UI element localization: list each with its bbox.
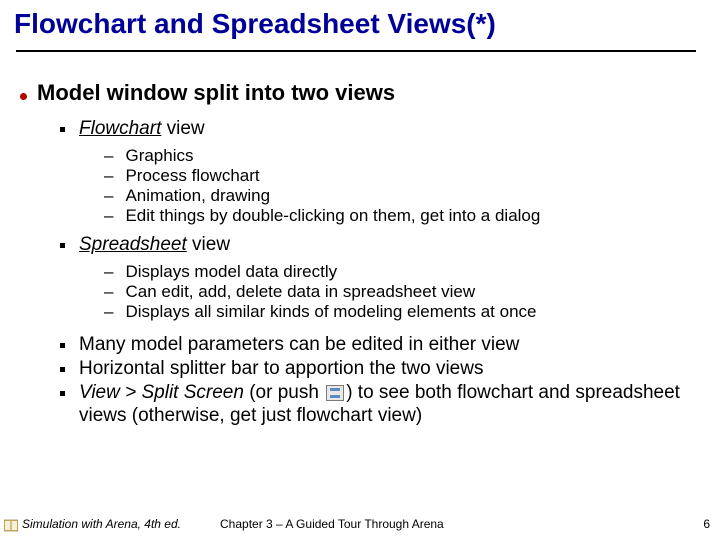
slide-title: Flowchart and Spreadsheet Views(*) [14,8,496,40]
section-label-italic: Flowchart [79,118,161,139]
title-underline [16,50,696,52]
flowchart-item: – Process flowchart [104,166,260,186]
section-label-rest: view [161,118,204,139]
square-bullet-icon [60,391,65,396]
square-bullet-icon [60,243,65,248]
spreadsheet-item: – Displays all similar kinds of modeling… [104,302,536,322]
tail-text: Many model parameters can be edited in e… [79,334,519,356]
book-icon [4,518,18,532]
tail-bullet: Many model parameters can be edited in e… [60,334,519,356]
footer-center: Chapter 3 – A Guided Tour Through Arena [220,517,444,531]
flowchart-item: – Edit things by double-clicking on them… [104,206,540,226]
section-label-italic: Spreadsheet [79,234,187,255]
split-screen-menu-path: View > Split Screen [79,382,244,403]
dash-bullet-icon: – [104,302,113,322]
item-text: Can edit, add, delete data in spreadshee… [125,282,475,302]
section-label: Flowchart view [79,118,205,140]
dash-bullet-icon: – [104,206,113,226]
page-number: 6 [703,517,710,531]
tail-text: Horizontal splitter bar to apportion the… [79,358,483,380]
tail-bullet-split-screen: View > Split Screen (or push ) to see bo… [60,382,719,428]
tail-bullet: Horizontal splitter bar to apportion the… [60,358,483,380]
section-flowchart: Flowchart view [60,118,205,140]
item-text: Edit things by double-clicking on them, … [125,206,540,226]
flowchart-item: – Graphics [104,146,194,166]
item-text: Process flowchart [125,166,259,186]
item-text: Animation, drawing [125,186,270,206]
spreadsheet-item: – Displays model data directly [104,262,337,282]
item-text: Displays all similar kinds of modeling e… [125,302,536,322]
tail-text: View > Split Screen (or push ) to see bo… [79,382,719,428]
dash-bullet-icon: – [104,146,113,166]
dash-bullet-icon: – [104,262,113,282]
footer: Simulation with Arena, 4th ed. Chapter 3… [0,512,720,534]
item-text: Displays model data directly [125,262,337,282]
item-text: Graphics [125,146,193,166]
section-label: Spreadsheet view [79,234,230,256]
flowchart-item: – Animation, drawing [104,186,270,206]
level1-text: Model window split into two views [37,80,395,106]
spreadsheet-item: – Can edit, add, delete data in spreadsh… [104,282,475,302]
section-spreadsheet: Spreadsheet view [60,234,230,256]
bullet-dot-icon [20,80,27,106]
square-bullet-icon [60,127,65,132]
dash-bullet-icon: – [104,282,113,302]
tail-mid-a: (or push [244,382,324,403]
section-label-rest: view [187,234,230,255]
split-screen-icon [326,385,344,401]
dash-bullet-icon: – [104,166,113,186]
level1-bullet: Model window split into two views [20,80,395,106]
slide: Flowchart and Spreadsheet Views(*) Model… [0,0,720,540]
square-bullet-icon [60,343,65,348]
dash-bullet-icon: – [104,186,113,206]
footer-left: Simulation with Arena, 4th ed. [22,517,181,531]
square-bullet-icon [60,367,65,372]
